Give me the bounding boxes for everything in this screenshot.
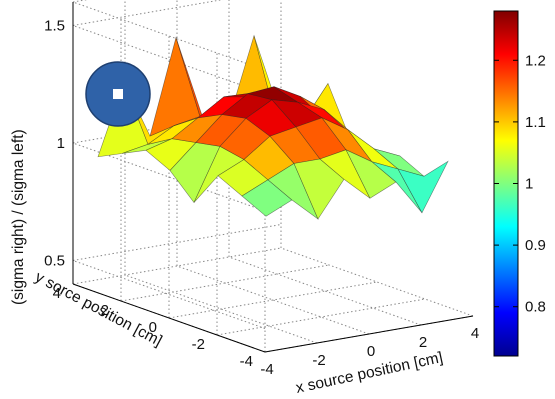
z-axis-label: (sigma right) / (sigma left) (10, 129, 27, 305)
y-tick-label: -4 (240, 353, 253, 370)
colorbar-tick-label: 0.8 (525, 299, 546, 316)
surface-patch (397, 160, 449, 214)
x-tick-label: -4 (260, 361, 273, 378)
colorbar-tick-label: 1.1 (525, 114, 546, 131)
z-tick-label: 0.5 (44, 253, 65, 270)
y-axis-line (72, 283, 266, 353)
grid-line (176, 265, 370, 335)
grid-line (228, 256, 422, 326)
detector-circle-icon (85, 61, 151, 127)
surface-mesh (97, 34, 449, 220)
colorbar-tick-label: 1 (525, 176, 533, 193)
x-tick-label: -2 (312, 352, 325, 369)
colorbar-tick-label: 0.9 (525, 237, 546, 254)
y-tick-label: 0 (149, 319, 157, 336)
z-tick-label: 1 (57, 135, 65, 152)
colorbar-ticks: 1.2 1.1 1 0.9 0.8 (494, 52, 546, 316)
axis-lines (72, 1, 474, 353)
tick-labels: -4 -2 0 2 4 4 2 0 -2 -4 0.5 1 1.5 (44, 18, 479, 379)
y-tick-label: -2 (192, 336, 205, 353)
x-tick-label: 2 (419, 334, 427, 351)
colorbar-tick-label: 1.2 (525, 52, 546, 69)
y-tick-label: 2 (101, 302, 109, 319)
z-tick-label: 1.5 (44, 18, 65, 35)
colorbar: 1.2 1.1 1 0.9 0.8 (493, 10, 546, 357)
x-tick-label: 0 (367, 343, 375, 360)
x-axis-line (264, 315, 474, 353)
x-tick-label: 4 (471, 325, 479, 342)
y-tick-label: 4 (53, 285, 61, 302)
grid-line (280, 247, 474, 317)
